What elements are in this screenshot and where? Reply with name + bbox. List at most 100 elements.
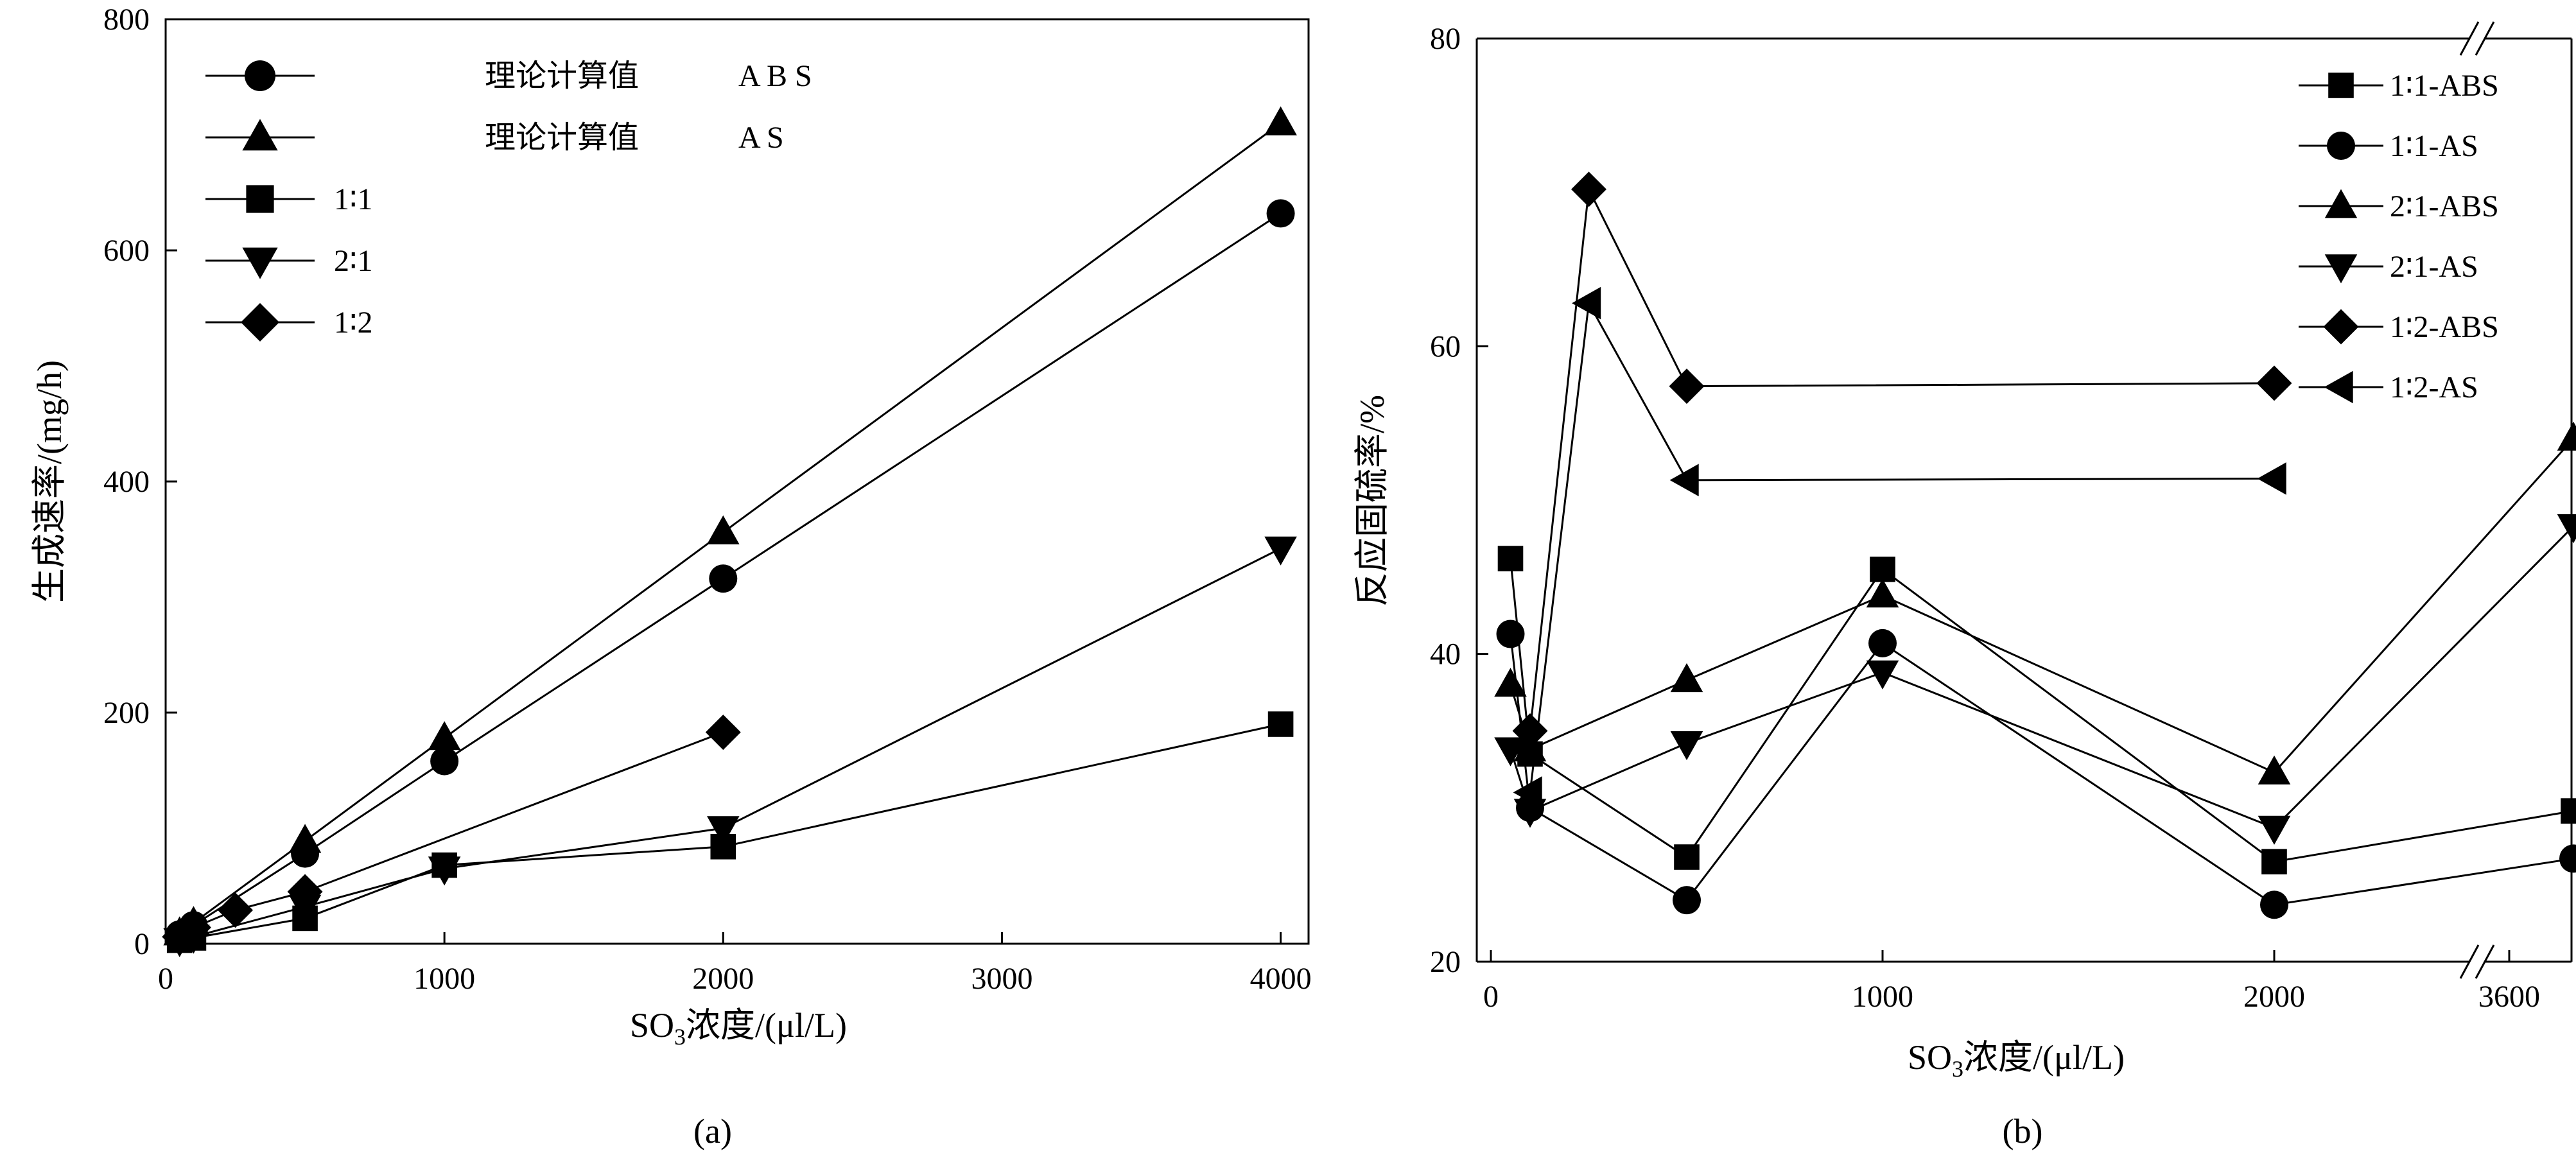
axis-break-mark [2475, 944, 2495, 979]
chart-b-legend-label: 2∶1-AS [2390, 250, 2478, 284]
chart-a-legend-marker [246, 185, 274, 213]
chart-b-legend-marker [2328, 73, 2354, 98]
chart-b-point [1866, 660, 1899, 689]
chart-a-legend-marker [245, 60, 275, 91]
chart-a-xtick-label: 3000 [971, 962, 1032, 996]
chart-b-series-line [1529, 300, 2275, 793]
chart-b-ytick-label: 60 [1430, 329, 1461, 363]
chart-b-markers [1494, 171, 2576, 919]
chart-b-point [1868, 629, 1897, 657]
chart-a-point [706, 515, 740, 544]
chart-a-xtick-label: 2000 [692, 962, 754, 996]
chart-a-xtick-label: 4000 [1250, 962, 1312, 996]
chart-a-axes: 0 1000 2000 3000 4000 0 200 400 600 800 [103, 3, 1312, 996]
chart-b-point [2260, 890, 2288, 919]
chart-b-series-line [1510, 525, 2575, 829]
chart-b-axes: 0 1000 2000 3600 20 40 60 80 [1430, 22, 2540, 1014]
chart-b-point [2557, 421, 2576, 451]
chart-a-legend-code: A S [738, 121, 784, 155]
chart-b-point [1496, 620, 1525, 648]
chart-a-point [430, 747, 459, 776]
chart-b-point [1571, 171, 1606, 207]
chart-b-legend-marker [2324, 370, 2353, 404]
chart-a-ytick-label: 400 [103, 465, 150, 499]
chart-b-legend-label: 1∶2-ABS [2390, 310, 2499, 344]
chart-b-legend-marker [2324, 254, 2358, 284]
chart-a-point [287, 874, 323, 910]
chart-a-xtick-label: 0 [158, 962, 173, 996]
chart-b-xlabel: SO3浓度/(μl/L) [1908, 1038, 2125, 1082]
chart-b-point [2257, 462, 2286, 495]
chart-a-legend: 理论计算值 A B S 理论计算值 A S 1∶1 2∶1 1∶2 [205, 59, 812, 342]
chart-b-point [1494, 737, 1527, 767]
chart-b-point [1497, 546, 1524, 571]
chart-a-legend-label: 2∶1 [334, 244, 373, 278]
chart-a-frame [164, 18, 1310, 945]
chart-b-frame [1475, 21, 2573, 979]
chart-b-series-line [1529, 186, 2275, 731]
chart-b-xtick-label: 1000 [1852, 980, 1913, 1014]
chart-a-point [1264, 106, 1297, 135]
chart-b: 0 1000 2000 3600 20 40 60 80 1∶1-ABS 1∶1-AS 2∶1-A… [1353, 21, 2576, 1150]
chart-b-point [1512, 713, 1548, 749]
chart-b-legend-marker [2327, 132, 2355, 160]
chart-b-point [1673, 886, 1701, 915]
chart-b-point [1669, 464, 1699, 497]
chart-b-legend-marker [2324, 189, 2358, 218]
chart-b-legend: 1∶1-ABS 1∶1-AS 2∶1-ABS 2∶1-AS 1∶2-ABS 1∶2-AS [2299, 69, 2499, 404]
chart-b-legend-label: 1∶2-AS [2390, 370, 2478, 404]
chart-a-point [218, 892, 254, 928]
chart-b-ytick-label: 40 [1430, 637, 1461, 672]
chart-a-point [709, 564, 738, 593]
chart-b-ylabel: 反应固硫率/% [1353, 395, 1391, 607]
chart-a-point [1264, 536, 1297, 566]
chart-a-point [1266, 199, 1295, 228]
chart-b-legend-label: 2∶1-ABS [2390, 189, 2499, 223]
chart-b-legend-label: 1∶1-AS [2390, 129, 2478, 163]
chart-b-point [1494, 668, 1527, 697]
chart-b-xtick-label: 3600 [2478, 980, 2540, 1014]
chart-b-point [1670, 731, 1703, 761]
chart-b-ytick-label: 20 [1430, 945, 1461, 979]
chart-a-legend-marker [242, 119, 278, 151]
chart-a-ylabel: 生成速率/(mg/h) [30, 360, 69, 603]
chart-a-point [288, 824, 322, 853]
axis-break-mark [2459, 944, 2480, 979]
chart-b-point [2258, 755, 2291, 785]
chart-a-point [428, 721, 461, 750]
chart-b-point [1674, 844, 1700, 870]
chart-b-series-line [1510, 634, 2574, 906]
chart-b-point [1866, 578, 1899, 608]
chart-b-series-line [1510, 438, 2575, 774]
chart-a-legend-code: A B S [738, 59, 812, 93]
chart-a-legend-text: 理论计算值 [485, 59, 639, 93]
chart-a-markers [162, 106, 1297, 957]
chart-b-legend-label: 1∶1-ABS [2390, 69, 2499, 103]
chart-b-point [2258, 815, 2291, 845]
chart-b-xtick-label: 2000 [2243, 980, 2305, 1014]
chart-b-series-line [1510, 558, 2574, 863]
chart-b-point [1513, 776, 1542, 809]
chart-b-point [2559, 844, 2576, 873]
chart-a-point [705, 715, 741, 750]
chart-a-ytick-label: 200 [103, 696, 150, 730]
chart-b-panel-label: (b) [2003, 1112, 2043, 1150]
chart-a-ytick-label: 600 [103, 234, 150, 268]
chart-a-legend-marker [241, 303, 279, 342]
chart-b-point [2561, 798, 2576, 824]
chart-a-legend-marker [242, 247, 278, 279]
axis-break-mark [2475, 21, 2495, 56]
chart-b-point [2557, 514, 2576, 544]
chart-b-ytick-label: 80 [1430, 22, 1461, 56]
chart-b-point [1669, 369, 1705, 404]
chart-b-point [1870, 557, 1895, 582]
chart-a-xlabel: SO3浓度/(μl/L) [630, 1006, 847, 1050]
chart-a-series-line [179, 548, 1282, 942]
chart-b-xtick-label: 0 [1483, 980, 1499, 1014]
chart-a-legend-text: 理论计算值 [485, 121, 639, 155]
chart-b-legend-marker [2323, 309, 2359, 345]
chart-a: 0 1000 2000 3000 4000 0 200 400 600 800 理论计算值 A B … [30, 3, 1312, 1150]
chart-b-lines [1510, 186, 2575, 906]
chart-b-point [2261, 849, 2287, 875]
chart-a-point [706, 816, 740, 845]
